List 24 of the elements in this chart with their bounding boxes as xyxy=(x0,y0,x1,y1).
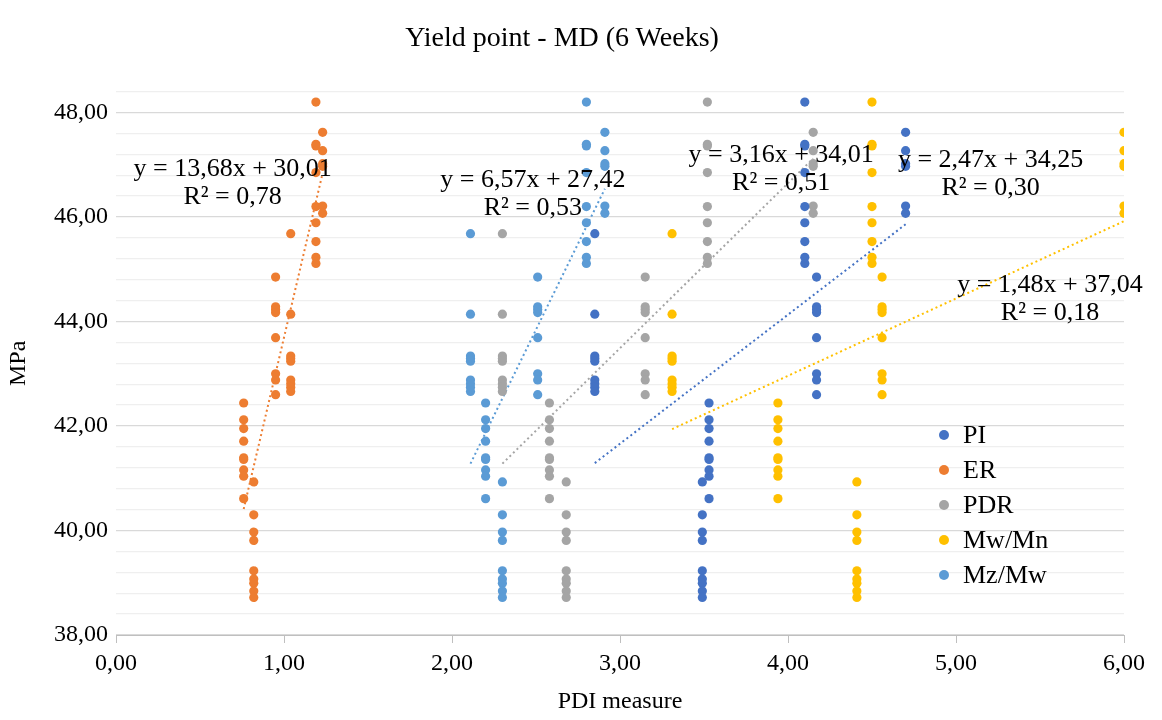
y-tick-label: 44,00 xyxy=(54,306,108,333)
legend-label: PDR xyxy=(963,490,1014,521)
y-tick-label: 40,00 xyxy=(54,515,108,542)
y-tick-label: 48,00 xyxy=(54,97,108,124)
y-tick-label: 46,00 xyxy=(54,202,108,229)
x-tick-label: 1,00 xyxy=(263,648,305,675)
annotation: y = 1,48x + 37,04 R² = 0,18 xyxy=(957,269,1143,327)
annotation: y = 3,16x + 34,01 R² = 0,51 xyxy=(688,139,874,197)
legend-label: ER xyxy=(963,455,997,486)
y-axis-title: MPa xyxy=(3,340,30,386)
legend-label: PI xyxy=(963,420,987,451)
annotation: y = 6,57x + 27,42 R² = 0,53 xyxy=(440,163,626,221)
x-axis-title: PDI measure xyxy=(557,686,683,713)
x-tick-label: 5,00 xyxy=(935,648,977,675)
chart-title: Yield point - MD (6 Weeks) xyxy=(405,21,719,53)
legend-label: Mz/Mw xyxy=(963,560,1047,591)
x-tick-label: 2,00 xyxy=(431,648,473,675)
x-tick-label: 0,00 xyxy=(95,648,137,675)
x-tick-label: 4,00 xyxy=(767,648,809,675)
x-tick-label: 3,00 xyxy=(599,648,641,675)
y-tick-label: 38,00 xyxy=(54,620,108,647)
legend-label: Mw/Mn xyxy=(963,525,1049,556)
y-tick-label: 42,00 xyxy=(54,411,108,438)
x-tick-label: 6,00 xyxy=(1103,648,1145,675)
